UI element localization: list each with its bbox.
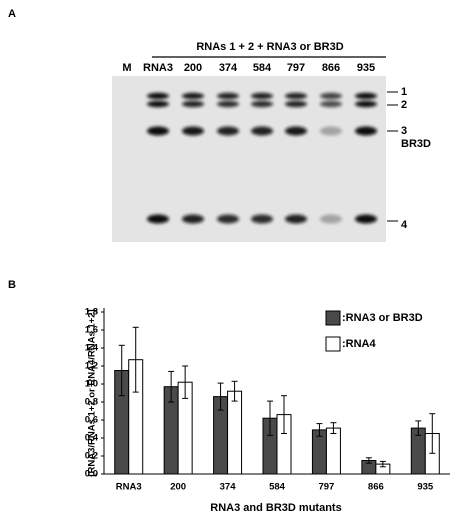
legend-label: :RNA3 or BR3D bbox=[342, 312, 423, 324]
lane-label: 584 bbox=[253, 62, 272, 74]
y-tick-label: 0.8 bbox=[85, 397, 98, 408]
gel-band bbox=[251, 100, 273, 108]
bar bbox=[227, 390, 243, 475]
gel-band bbox=[182, 92, 204, 100]
gel-band bbox=[285, 92, 307, 100]
band-label: 1 bbox=[401, 86, 407, 98]
gel-band bbox=[251, 92, 273, 100]
x-tick-label: 866 bbox=[368, 482, 384, 493]
x-tick-label: 374 bbox=[220, 482, 237, 493]
y-tick-label: 1.4 bbox=[85, 343, 99, 354]
gel-band bbox=[285, 126, 307, 136]
gel-band bbox=[355, 92, 377, 100]
band-label: BR3D bbox=[401, 138, 431, 150]
legend-label: :RNA4 bbox=[342, 338, 376, 350]
lane-label: 374 bbox=[219, 62, 238, 74]
gel-band bbox=[217, 100, 239, 108]
panel-label: A bbox=[8, 8, 16, 20]
lane-label: 797 bbox=[287, 62, 305, 74]
gel-bands bbox=[147, 91, 398, 224]
gel-band bbox=[285, 100, 307, 108]
gel-band bbox=[355, 214, 377, 224]
gel-band bbox=[147, 92, 169, 100]
bar bbox=[325, 427, 341, 475]
x-tick-label: RNA3 bbox=[116, 482, 142, 493]
legend-swatch bbox=[325, 336, 341, 352]
gel-band bbox=[217, 92, 239, 100]
gel-band bbox=[320, 214, 342, 224]
legend-swatch bbox=[325, 310, 341, 326]
gel-band bbox=[147, 100, 169, 108]
gel-band bbox=[251, 126, 273, 136]
y-tick-label: 0.4 bbox=[85, 433, 99, 444]
gel-band bbox=[320, 92, 342, 100]
y-tick-label: 1.2 bbox=[85, 361, 98, 372]
x-tick-label: 200 bbox=[170, 482, 186, 493]
lane-label: 866 bbox=[322, 62, 340, 74]
gel-band bbox=[147, 214, 169, 224]
gel-header: RNAs 1 + 2 + RNA3 or BR3D bbox=[196, 41, 343, 53]
gel-band bbox=[320, 100, 342, 108]
y-tick-label: 1.0 bbox=[85, 379, 98, 390]
x-tick-label: 797 bbox=[318, 482, 334, 493]
gel-band bbox=[182, 100, 204, 108]
gel-band bbox=[147, 126, 169, 136]
band-label: 4 bbox=[401, 219, 408, 231]
x-tick-label: 935 bbox=[417, 482, 434, 493]
y-tick-label: 0.2 bbox=[85, 451, 98, 462]
gel-band bbox=[355, 126, 377, 136]
y-tick-label: 1.8 bbox=[85, 307, 98, 318]
panel-label: B bbox=[8, 279, 16, 291]
gel-band bbox=[217, 126, 239, 136]
gel-band bbox=[355, 100, 377, 108]
x-tick-label: 584 bbox=[269, 482, 286, 493]
bar-chart bbox=[101, 308, 450, 475]
gel-band bbox=[182, 214, 204, 224]
x-axis-label: RNA3 and BR3D mutants bbox=[210, 502, 341, 514]
lane-label: 200 bbox=[184, 62, 202, 74]
lane-label: RNA3 bbox=[143, 62, 173, 74]
gel-band bbox=[251, 214, 273, 224]
gel-band bbox=[285, 214, 307, 224]
y-axis-label: [RNA3/RNAs 1+2 or RNA4/RNAs 1+2] bbox=[87, 309, 98, 476]
gel-band bbox=[320, 126, 342, 136]
gel-band bbox=[182, 126, 204, 136]
band-label: 3 bbox=[401, 125, 407, 137]
y-tick-label: 1.6 bbox=[85, 325, 98, 336]
lane-label: M bbox=[122, 62, 131, 74]
gel-band bbox=[217, 214, 239, 224]
lane-label: 935 bbox=[357, 62, 375, 74]
band-label: 2 bbox=[401, 99, 407, 111]
y-tick-label: 0.0 bbox=[85, 469, 98, 480]
y-tick-label: 0.6 bbox=[85, 415, 98, 426]
